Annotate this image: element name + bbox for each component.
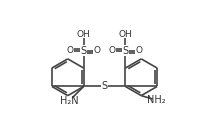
Text: S: S xyxy=(101,81,108,91)
Text: O: O xyxy=(135,46,142,55)
Text: OH: OH xyxy=(77,30,90,39)
Text: O: O xyxy=(93,46,100,55)
Text: H₂N: H₂N xyxy=(60,96,78,106)
Text: O: O xyxy=(109,46,116,55)
Text: OH: OH xyxy=(119,30,132,39)
Text: S: S xyxy=(122,46,128,56)
Text: S: S xyxy=(81,46,87,56)
Text: O: O xyxy=(67,46,74,55)
Text: NH₂: NH₂ xyxy=(147,95,165,105)
